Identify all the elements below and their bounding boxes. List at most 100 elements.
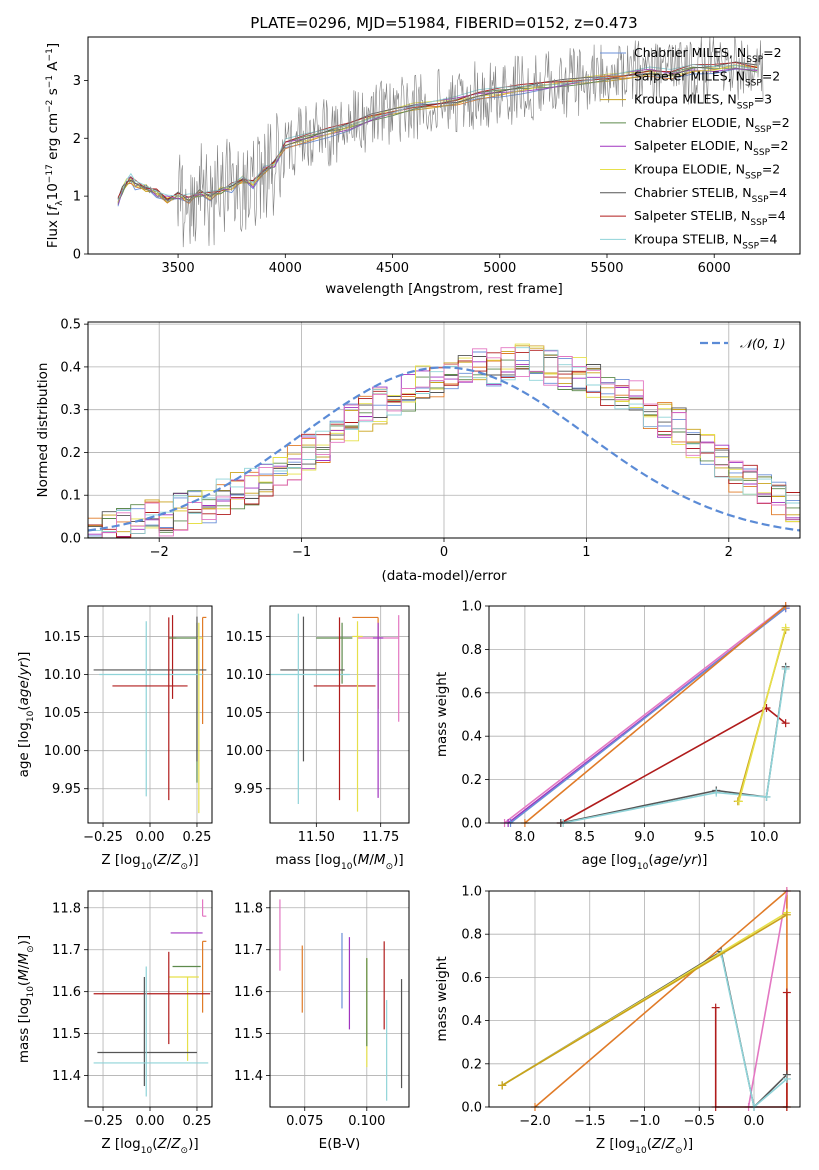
x-tick-label: 11.50 [298,830,335,845]
x-tick-label: 8.0 [515,830,536,845]
y-tick-label: 0.8 [461,928,482,943]
y-tick-label: 3 [73,74,81,89]
weight-line [501,914,788,1087]
x-tick-label: 3500 [162,261,195,276]
x-axis-label: age [log10(age/yr)] [582,852,708,872]
x-tick-label: 0.100 [348,1114,385,1129]
x-tick-label: 4000 [269,261,302,276]
legend-label: Chabrier MILES, NSSP=2 [634,45,782,65]
weight-line [560,666,787,824]
errorbar-point [352,621,363,812]
y-axis-label: Normed distribution [35,363,51,498]
y-tick-label: 9.95 [52,782,81,797]
y-tick-label: 9.95 [234,782,263,797]
legend-entry: Salpeter ELODIE, NSSP=2 [600,138,788,158]
y-tick-label: 0.4 [60,360,81,375]
y-tick-label: 11.5 [52,1027,81,1042]
errorbar-point [93,966,209,1097]
errorbar-point [280,616,345,762]
y-tick-label: 0.4 [461,730,482,745]
y-tick-label: 11.7 [234,943,263,958]
y-tick-label: 0.2 [461,1057,482,1072]
legend-entry: Chabrier MILES, NSSP=2 [600,45,782,65]
axes-0: 3500 4000 4500 5000 5500 6000 0 1 2 3 [73,36,801,276]
x-axis-label: (data-model)/error [381,568,507,584]
y-tick-label: 11.8 [234,901,263,916]
legend-entry: Salpeter MILES, NSSP=2 [600,68,780,88]
y-tick-label: 1.0 [461,885,482,900]
axes-frame [87,36,801,255]
y-tick-label: 10.15 [226,630,263,645]
x-tick-label: −1.0 [629,1114,661,1129]
weight-marker [734,797,743,806]
y-tick-label: 0.6 [461,971,482,986]
legend-label: Salpeter ELODIE, NSSP=2 [634,138,788,158]
x-tick-label: 5000 [483,261,516,276]
normal-curve [87,366,801,532]
errorbar-point [316,622,353,684]
x-tick-label: −0.25 [83,1114,123,1129]
histogram-series [88,347,800,539]
y-tick-label: 10.00 [44,744,81,759]
errorbar-point [202,940,207,1013]
x-tick-label: 0.00 [136,830,165,845]
x-tick-label: 0.0 [744,1114,765,1129]
x-tick-label: −1 [292,545,311,560]
y-axis-label: Flux [fλ10−17 erg cm−2 s−1 A−1] [45,43,65,248]
errorbar-point [270,613,350,804]
y-tick-label: 11.7 [52,943,81,958]
errorbar-point [352,616,379,709]
legend-entry: Chabrier ELODIE, NSSP=2 [600,115,790,135]
legend-entry: Kroupa ELODIE, NSSP=2 [600,162,780,182]
y-tick-label: 0.0 [461,1101,482,1116]
legend-label: Kroupa STELIB, NSSP=4 [634,231,778,251]
weight-marker [781,719,790,728]
x-tick-label: 4500 [376,261,409,276]
errorbar-point [313,617,376,801]
axes-frame [488,890,801,1108]
y-tick-label: 0.2 [60,446,81,461]
axes-1: −2 −1 0 1 2 0.0 0.1 0.2 0.3 0.4 0.5 [60,318,801,560]
weight-line [504,605,787,824]
errorbar-point [202,899,207,917]
errorbar-point [202,616,207,725]
y-tick-label: 10.05 [226,706,263,721]
y-tick-label: 0.0 [461,817,482,832]
y-axis-label: mass [log10(M/M⊙)] [16,935,36,1063]
x-tick-label: −1.5 [574,1114,606,1129]
y-tick-label: 0.1 [60,489,81,504]
x-tick-label: 0.25 [182,1114,211,1129]
axes-frame [269,605,410,824]
weight-line [747,890,788,1108]
x-tick-label: 0.00 [136,1114,165,1129]
weight-marker [711,1003,720,1012]
y-tick-label: 1.0 [461,600,482,615]
axes-frame [87,605,213,824]
legend-label: Chabrier ELODIE, NSSP=2 [634,115,790,135]
x-tick-label: −2.0 [519,1114,551,1129]
legend-entry: Chabrier STELIB, NSSP=4 [600,185,787,205]
legend-label: 𝒩(0, 1) [740,336,786,351]
y-tick-label: 0.4 [461,1014,482,1029]
legend-label: Kroupa MILES, NSSP=3 [634,92,772,112]
weight-marker [781,623,790,632]
x-tick-label: 9.0 [634,830,655,845]
errorbar-point [97,976,197,1087]
x-tick-label: −0.5 [683,1114,715,1129]
y-axis-label: mass weight [434,672,450,757]
y-tick-label: 10.05 [44,706,81,721]
x-tick-label: 11.75 [362,830,399,845]
errorbar-point [372,622,384,798]
weight-line [534,889,788,1108]
data-spectrum-line [117,36,764,248]
x-axis-label: wavelength [Angstrom, rest frame] [325,281,563,297]
y-tick-label: 11.6 [234,985,263,1000]
x-tick-label: 8.5 [574,830,595,845]
y-tick-label: 0.0 [60,532,81,547]
x-tick-label: 9.5 [694,830,715,845]
axes-frame [269,890,410,1108]
x-tick-label: 0.25 [182,830,211,845]
y-tick-label: 1 [73,190,81,205]
weight-marker [781,664,790,673]
